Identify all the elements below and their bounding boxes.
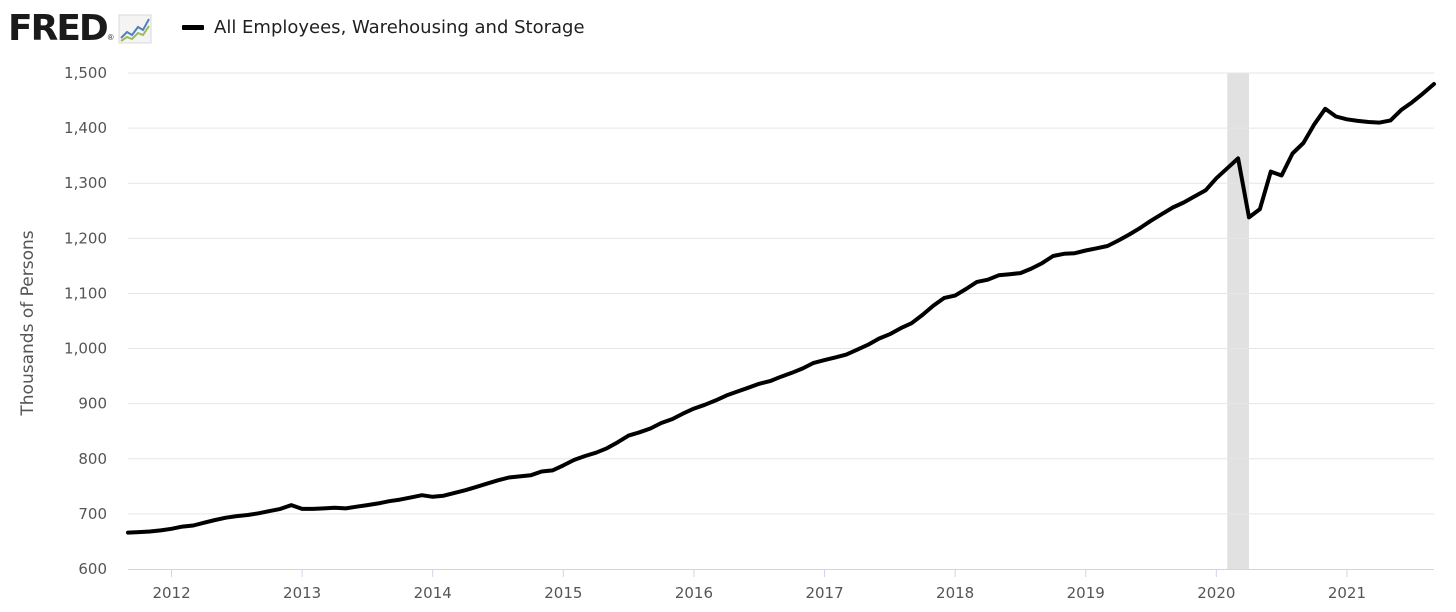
legend-label: All Employees, Warehousing and Storage xyxy=(214,17,585,38)
x-tick-label: 2015 xyxy=(544,584,582,602)
x-tick-label: 2021 xyxy=(1328,584,1366,602)
x-tick-label: 2017 xyxy=(805,584,843,602)
x-tick-label: 2014 xyxy=(414,584,452,602)
y-tick-label: 600 xyxy=(78,560,107,578)
y-tick-label: 1,400 xyxy=(64,119,107,137)
x-tick-label: 2013 xyxy=(283,584,321,602)
y-axis-label: Thousands of Persons xyxy=(18,230,38,416)
recession-band xyxy=(1227,73,1249,569)
y-tick-label: 1,200 xyxy=(64,229,107,247)
x-tick-label: 2018 xyxy=(936,584,974,602)
y-tick-label: 1,000 xyxy=(64,340,107,358)
y-tick-label: 800 xyxy=(78,450,107,468)
line-chart-icon xyxy=(118,14,152,44)
x-tick-label: 2019 xyxy=(1067,584,1105,602)
y-tick-label: 900 xyxy=(78,395,107,413)
axis-layer: 600 700 800 900 1,000 1,100 1,200 1,300 1,400 1,5… xyxy=(64,64,1434,602)
series-layer xyxy=(126,82,1436,535)
chart-legend[interactable]: All Employees, Warehousing and Storage xyxy=(182,17,585,38)
fred-logo[interactable]: FRED ® xyxy=(8,8,152,50)
y-tick-label: 1,100 xyxy=(64,284,107,302)
y-tick-label: 1,300 xyxy=(64,174,107,192)
y-tick-label: 1,500 xyxy=(64,64,107,82)
x-tick-label: 2016 xyxy=(675,584,713,602)
x-tick-label: 2012 xyxy=(152,584,190,602)
y-tick-label: 700 xyxy=(78,505,107,523)
legend-swatch xyxy=(182,25,204,30)
x-tick-label: 2020 xyxy=(1197,584,1235,602)
registered-mark: ® xyxy=(107,33,114,42)
grid-layer xyxy=(128,72,1434,515)
series-line[interactable] xyxy=(126,82,1436,535)
recession-layer xyxy=(1227,73,1249,569)
logo-wordmark: FRED xyxy=(8,8,109,49)
